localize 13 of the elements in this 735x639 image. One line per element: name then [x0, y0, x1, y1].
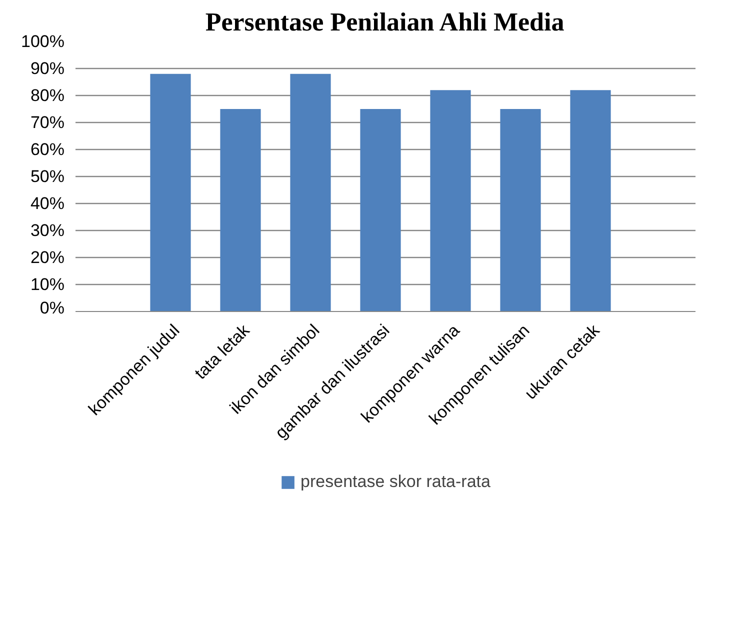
y-tick-label: 100% — [21, 32, 65, 51]
y-tick-label: 90% — [30, 59, 65, 78]
y-tick-label: 40% — [30, 194, 65, 213]
y-tick-label: 10% — [30, 275, 65, 294]
legend-label: presentase skor rata-rata — [300, 472, 490, 492]
y-tick-label: 70% — [30, 113, 65, 132]
y-tick-label: 0% — [40, 298, 65, 318]
y-tick-label: 80% — [30, 86, 65, 105]
y-tick-label: 20% — [30, 248, 65, 267]
chart-title: Persentase Penilaian Ahli Media — [205, 8, 564, 36]
y-tick-label: 60% — [30, 140, 65, 159]
y-tick-label: 30% — [30, 221, 65, 240]
y-tick-label: 50% — [30, 167, 65, 186]
